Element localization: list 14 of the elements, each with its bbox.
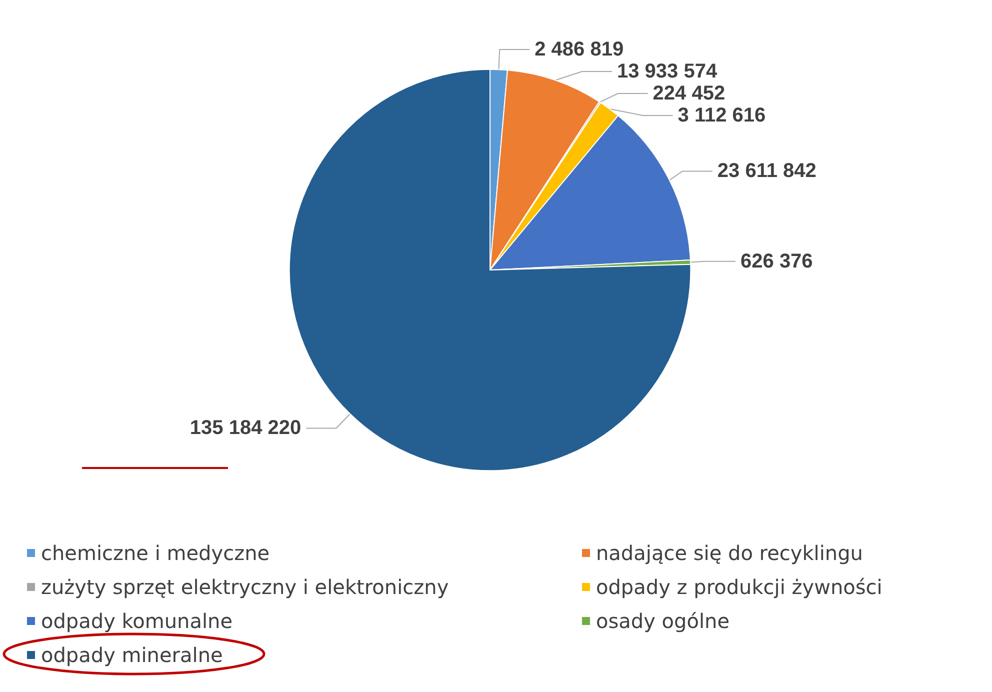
data-label: 626 376 [740,250,813,272]
legend-label: zużyty sprzęt elektryczny i elektroniczny [41,575,449,599]
legend-label: nadające się do recyklingu [596,541,863,565]
legend-label: odpady z produkcji żywności [596,575,882,599]
legend-label: osady ogólne [596,609,730,633]
legend-label: chemiczne i medyczne [41,541,270,565]
data-label: 13 933 574 [616,60,718,83]
data-label: 23 611 842 [717,160,816,182]
legend-label: odpady mineralne [41,643,223,667]
data-label: 224 452 [652,82,726,105]
legend-label: odpady komunalne [41,609,233,633]
data-label: 2 486 819 [534,38,624,61]
data-label: 3 112 616 [678,104,766,127]
data-label: 135 184 220 [190,417,302,440]
